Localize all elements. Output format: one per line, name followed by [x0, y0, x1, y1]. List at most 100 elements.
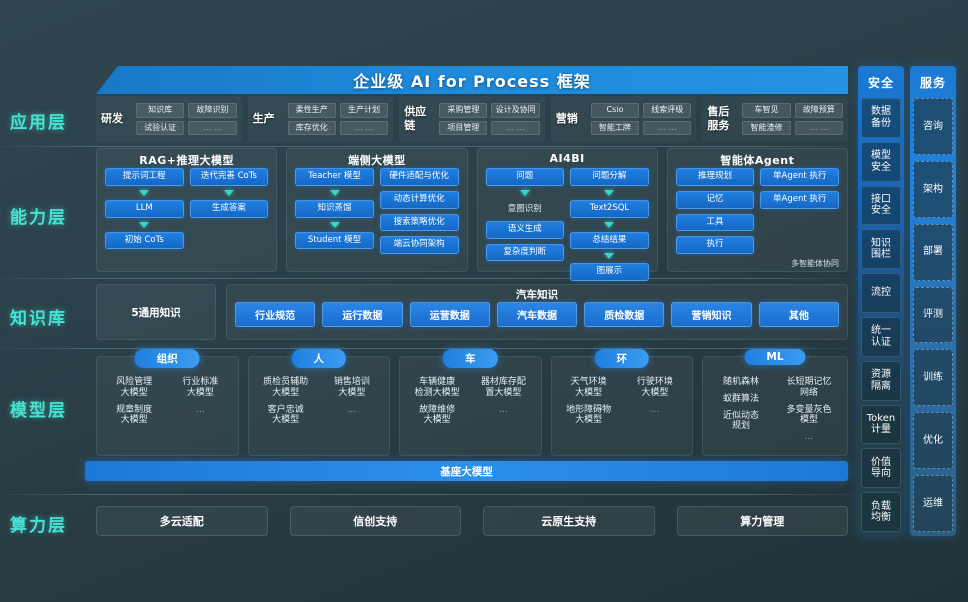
capability-node[interactable]: 问题	[485, 168, 565, 186]
model-item[interactable]: 地形障碍物 大模型	[566, 404, 612, 426]
knowledge-chip[interactable]: 行业规范	[235, 302, 316, 327]
model-group-pill[interactable]: 环	[594, 349, 649, 368]
security-item[interactable]: 资源 隔离	[861, 360, 901, 401]
app-chip[interactable]: 库存优化	[287, 120, 336, 136]
model-item[interactable]: 故障维修 大模型	[419, 404, 456, 426]
compute-box[interactable]: 云原生支持	[483, 506, 655, 536]
model-item[interactable]: …	[804, 432, 814, 443]
capability-node[interactable]: 工具	[675, 213, 755, 232]
model-item[interactable]: 多变量灰色 模型	[786, 404, 832, 426]
capability-node[interactable]: 单Agent 执行	[760, 190, 839, 209]
service-item[interactable]: 部署	[913, 223, 953, 281]
security-item[interactable]: 统一 认证	[861, 316, 901, 357]
knowledge-chip[interactable]: 运行数据	[322, 302, 403, 327]
security-item[interactable]: 模型 安全	[861, 141, 901, 182]
app-chip[interactable]: … …	[339, 120, 389, 136]
general-knowledge-box[interactable]: 5通用知识	[96, 284, 216, 340]
model-item[interactable]: 质检员辅助 大模型	[263, 377, 309, 398]
capability-node[interactable]: 图展示	[570, 263, 649, 282]
capability-node[interactable]: 知识蒸馏	[295, 199, 374, 218]
knowledge-chip[interactable]: 营销知识	[671, 302, 752, 327]
model-item[interactable]: 规章制度 大模型	[116, 404, 153, 426]
model-item[interactable]: 客户忠诚 大模型	[267, 404, 304, 426]
app-chip[interactable]: 智能渣修	[742, 120, 791, 136]
model-item[interactable]: 销售培训 大模型	[333, 377, 370, 398]
knowledge-chip[interactable]: 质检数据	[584, 302, 665, 327]
model-item[interactable]: 近似动态 规划	[722, 410, 759, 432]
capability-node[interactable]: 硬件适配与优化	[379, 168, 459, 186]
compute-box[interactable]: 信创支持	[289, 506, 461, 536]
capability-node[interactable]: Student 模型	[295, 231, 374, 250]
capability-node[interactable]: 问题分解	[570, 168, 649, 186]
knowledge-chip[interactable]: 其他	[758, 302, 839, 327]
capability-node[interactable]: 单Agent 执行	[760, 168, 839, 186]
security-item[interactable]: 负载 均衡	[861, 492, 901, 532]
security-item[interactable]: 价值 导向	[861, 448, 901, 489]
service-item[interactable]: 咨询	[913, 98, 953, 155]
capability-node[interactable]: 语义生成	[485, 220, 565, 239]
model-item[interactable]: 随机森林	[722, 377, 759, 387]
service-item[interactable]: 运维	[913, 475, 953, 533]
security-item[interactable]: 流控	[861, 273, 901, 313]
capability-node[interactable]: 复杂度判断	[485, 243, 565, 262]
app-chip[interactable]: 设计及协同	[491, 102, 540, 118]
app-chip[interactable]: … …	[188, 120, 237, 136]
model-item[interactable]: 长短期记忆 网络	[786, 377, 832, 398]
model-item[interactable]: 行业标准 大模型	[182, 377, 219, 398]
knowledge-chip[interactable]: 汽车数据	[496, 302, 578, 327]
capability-node[interactable]: 总结结果	[570, 231, 649, 250]
model-item[interactable]: 车辆健康 检测大模型	[414, 377, 460, 398]
app-chip[interactable]: … …	[643, 120, 692, 136]
capability-node[interactable]: 搜索策略优化	[379, 213, 459, 232]
security-item[interactable]: 知识 围栏	[861, 229, 901, 270]
capability-node[interactable]: 推理规划	[675, 168, 755, 186]
capability-node[interactable]: 迭代完善 CoTs	[189, 168, 269, 186]
capability-node[interactable]: Text2SQL	[570, 199, 649, 218]
app-chip[interactable]: … …	[491, 120, 540, 136]
capability-node[interactable]: 记忆	[675, 190, 755, 209]
base-model-bar[interactable]: 基座大模型	[85, 461, 848, 481]
app-chip[interactable]: 项目管理	[439, 120, 488, 136]
model-item[interactable]: 天气环境 大模型	[570, 377, 607, 398]
model-group-pill[interactable]: 人	[291, 349, 346, 368]
model-item[interactable]: 风险管理 大模型	[116, 377, 153, 398]
app-chip[interactable]: 试验认证	[136, 120, 185, 136]
capability-node[interactable]: Teacher 模型	[295, 168, 374, 186]
model-item[interactable]: …	[650, 404, 660, 415]
capability-node[interactable]: 执行	[675, 236, 755, 255]
app-chip[interactable]: 线索评级	[643, 102, 692, 118]
model-item[interactable]: …	[195, 404, 205, 415]
app-chip[interactable]: 故障识别	[188, 102, 237, 118]
capability-node[interactable]: LLM	[105, 199, 184, 218]
app-chip[interactable]: … …	[794, 120, 843, 136]
model-item[interactable]: …	[347, 404, 357, 415]
service-item[interactable]: 评测	[913, 286, 953, 344]
model-item[interactable]: 器材库存配 置大模型	[480, 377, 526, 398]
compute-box[interactable]: 算力管理	[676, 506, 848, 536]
app-chip[interactable]: 柔性生产	[287, 102, 336, 118]
app-chip[interactable]: 车智见	[742, 102, 791, 118]
service-item[interactable]: 架构	[913, 160, 953, 218]
security-item[interactable]: 数据 备份	[861, 98, 901, 138]
model-group-pill[interactable]: 组织	[134, 349, 200, 368]
app-chip[interactable]: 采购管理	[439, 102, 488, 118]
service-item[interactable]: 训练	[913, 349, 953, 407]
app-chip[interactable]: 故障预算	[794, 102, 843, 118]
app-chip[interactable]: 智能工牌	[590, 120, 640, 136]
capability-node[interactable]: 初始 CoTs	[105, 231, 184, 250]
app-chip[interactable]: 知识库	[136, 102, 185, 118]
security-item[interactable]: Token 计量	[861, 404, 901, 445]
service-item[interactable]: 优化	[913, 412, 953, 470]
compute-box[interactable]: 多云适配	[96, 506, 268, 536]
capability-node[interactable]: 生成答案	[189, 199, 269, 218]
model-item[interactable]: …	[498, 404, 508, 415]
model-item[interactable]: 行驶环境 大模型	[636, 377, 673, 398]
app-chip[interactable]: Csio	[590, 102, 640, 118]
capability-node[interactable]: 动态计算优化	[379, 190, 459, 209]
app-chip[interactable]: 生产计划	[339, 102, 389, 118]
model-group-pill[interactable]: ML	[744, 349, 806, 365]
security-item[interactable]: 接口 安全	[861, 185, 901, 226]
capability-node[interactable]: 端云协同架构	[379, 236, 459, 255]
model-group-pill[interactable]: 车	[443, 349, 498, 368]
knowledge-chip[interactable]: 运营数据	[409, 302, 490, 327]
